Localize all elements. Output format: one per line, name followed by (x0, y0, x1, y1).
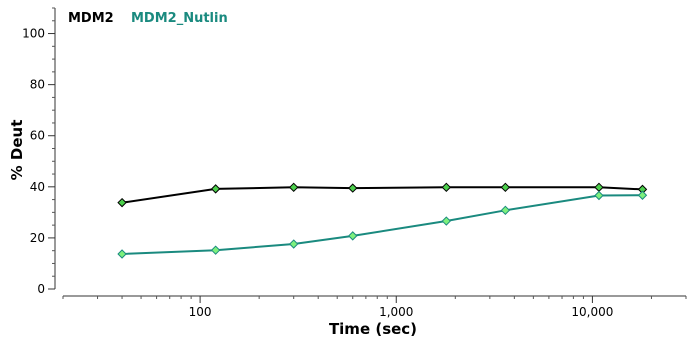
data-point-mdm2-nutlin (441, 216, 452, 226)
y-tick-label: 0 (37, 282, 45, 296)
data-point-mdm2 (210, 184, 221, 194)
x-tick-label: 10,000 (571, 305, 613, 319)
chart-axes: 0 20 40 60 80 100 100 1,000 10,000 (22, 7, 687, 319)
data-point-mdm2 (594, 182, 604, 193)
data-point-mdm2-nutlin (210, 245, 221, 255)
y-axis-title: % Deut (8, 120, 26, 181)
series-line-mdm2-nutlin (121, 194, 643, 255)
data-point-mdm2 (117, 197, 127, 208)
legend: MDM2 MDM2_Nutlin (68, 11, 228, 26)
legend-label-mdm2: MDM2 (68, 11, 114, 26)
y-tick-label: 40 (30, 180, 45, 194)
x-tick-label: 100 (189, 305, 212, 319)
data-point-mdm2-nutlin (594, 190, 604, 201)
data-point-mdm2 (288, 182, 299, 193)
data-point-mdm2-nutlin (500, 205, 511, 216)
y-tick-label: 100 (22, 27, 45, 41)
data-point-mdm2 (441, 182, 452, 193)
data-point-mdm2-nutlin (288, 239, 299, 249)
data-point-mdm2 (500, 182, 511, 193)
y-tick-label: 20 (30, 231, 45, 245)
data-point-mdm2-nutlin (637, 190, 648, 200)
series-line-mdm2 (121, 186, 643, 204)
data-point-mdm2-nutlin (348, 231, 358, 241)
plot-area (117, 182, 648, 259)
x-tick-label: 1,000 (379, 305, 413, 319)
y-tick-label: 80 (30, 78, 45, 92)
x-axis-title: Time (sec) (329, 320, 417, 338)
y-tick-label: 60 (30, 129, 45, 143)
data-point-mdm2-nutlin (117, 249, 127, 259)
data-point-mdm2 (348, 183, 358, 193)
legend-label-mdm2-nutlin: MDM2_Nutlin (131, 11, 228, 26)
